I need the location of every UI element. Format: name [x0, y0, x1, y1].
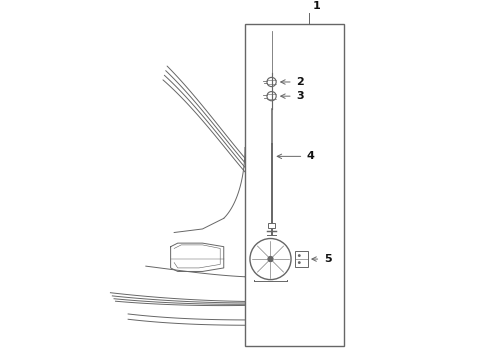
Circle shape — [268, 257, 273, 262]
Text: 3: 3 — [296, 91, 304, 101]
Text: 4: 4 — [307, 151, 315, 161]
Text: 1: 1 — [312, 1, 320, 11]
Bar — [245, 23, 344, 346]
Text: 2: 2 — [296, 77, 304, 87]
Bar — [294, 251, 308, 267]
Bar — [268, 222, 275, 228]
Circle shape — [298, 261, 301, 264]
Circle shape — [298, 254, 301, 257]
Text: 5: 5 — [324, 254, 332, 264]
